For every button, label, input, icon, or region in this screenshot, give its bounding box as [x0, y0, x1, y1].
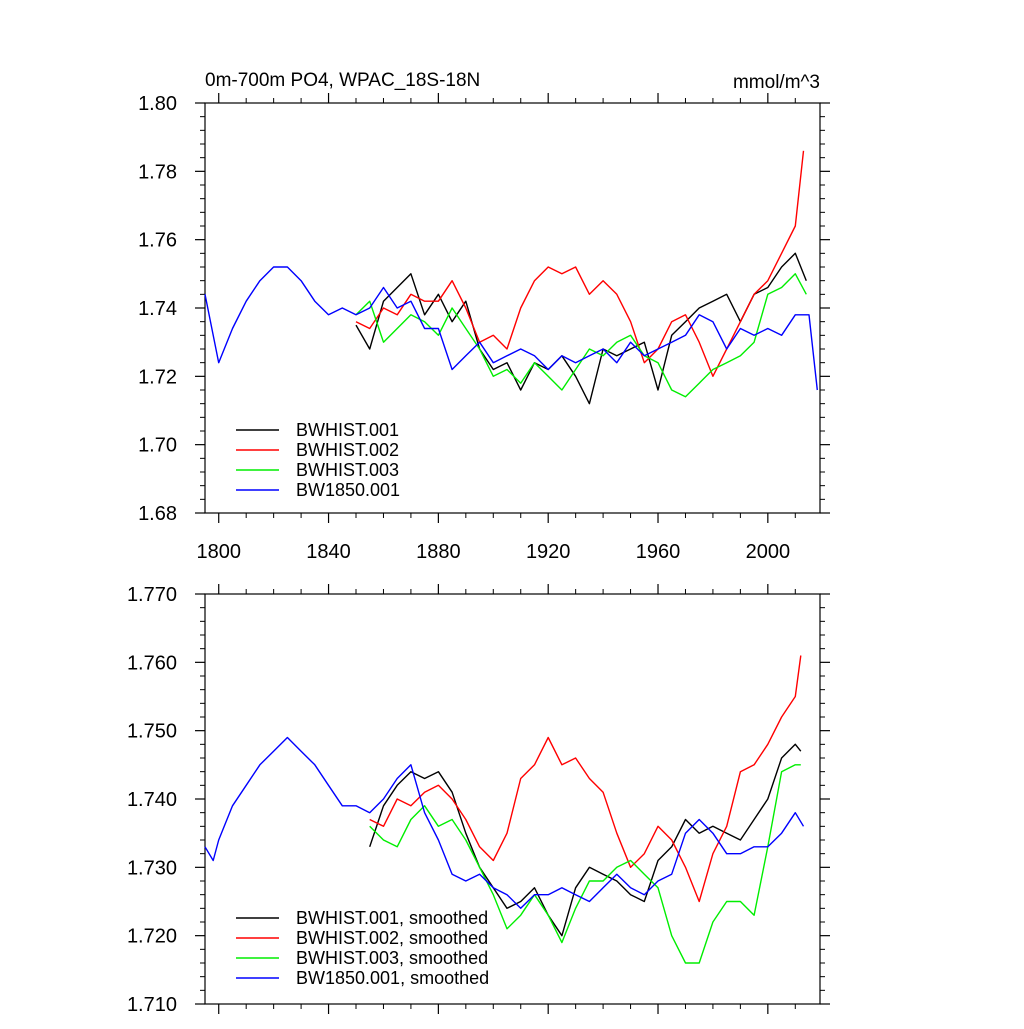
legend-label-0: BWHIST.001, smoothed [296, 908, 488, 928]
x-tick-label: 1800 [196, 541, 241, 563]
x-tick-label: 1840 [306, 541, 351, 563]
legend-label-3: BW1850.001, smoothed [296, 968, 489, 988]
x-tick-label: 1960 [636, 541, 681, 563]
series-line-1 [369, 655, 802, 903]
chart-title: 0m-700m PO4, WPAC_18S-18N [205, 70, 480, 91]
y-tick-labels: 1.710 1.720 1.730 1.740 1.750 1.760 1.770 [127, 584, 177, 1016]
legend-label-2: BWHIST.003 [296, 460, 399, 480]
x-tick-label: 1920 [526, 541, 571, 563]
y-tick-label: 1.710 [127, 994, 177, 1016]
axis-ticks [195, 584, 830, 1014]
series-line-3 [204, 266, 818, 391]
units-label: mmol/m^3 [733, 72, 820, 93]
y-tick-label: 1.760 [127, 652, 177, 674]
y-tick-label: 1.770 [127, 584, 177, 606]
y-tick-label: 1.68 [138, 503, 177, 525]
y-tick-label: 1.70 [138, 435, 177, 457]
series-line-0 [369, 743, 802, 937]
legend-label-2: BWHIST.003, smoothed [296, 948, 488, 968]
y-tick-label: 1.750 [127, 721, 177, 743]
y-tick-label: 1.72 [138, 366, 177, 388]
series-lines [204, 150, 818, 405]
series-lines [204, 655, 805, 964]
y-tick-label: 1.720 [127, 926, 177, 948]
y-tick-label: 1.730 [127, 857, 177, 879]
x-tick-labels: 1800 1840 1880 1920 1960 2000 [196, 541, 790, 563]
legend-label-3: BW1850.001 [296, 480, 400, 500]
y-tick-labels: 1.68 1.70 1.72 1.74 1.76 1.78 1.80 [138, 93, 177, 525]
y-tick-label: 1.740 [127, 789, 177, 811]
series-line-0 [355, 252, 807, 405]
y-tick-label: 1.78 [138, 161, 177, 183]
y-tick-label: 1.80 [138, 93, 177, 115]
series-line-3 [204, 736, 805, 909]
legend-label-1: BWHIST.002 [296, 440, 399, 460]
y-tick-label: 1.76 [138, 230, 177, 252]
x-tick-label: 2000 [746, 541, 791, 563]
axis-ticks [195, 93, 830, 523]
top-panel: 0m-700m PO4, WPAC_18S-18N mmol/m^3 1.681… [138, 70, 830, 563]
bottom-panel: 1.710 1.720 1.730 1.740 1.750 1.760 1.770 BWHI… [127, 584, 830, 1016]
series-line-1 [355, 150, 805, 377]
series-line-2 [369, 764, 801, 964]
y-tick-label: 1.74 [138, 298, 177, 320]
legend-label-0: BWHIST.001 [296, 420, 399, 440]
x-tick-label: 1880 [416, 541, 461, 563]
legend-label-1: BWHIST.002, smoothed [296, 928, 488, 948]
